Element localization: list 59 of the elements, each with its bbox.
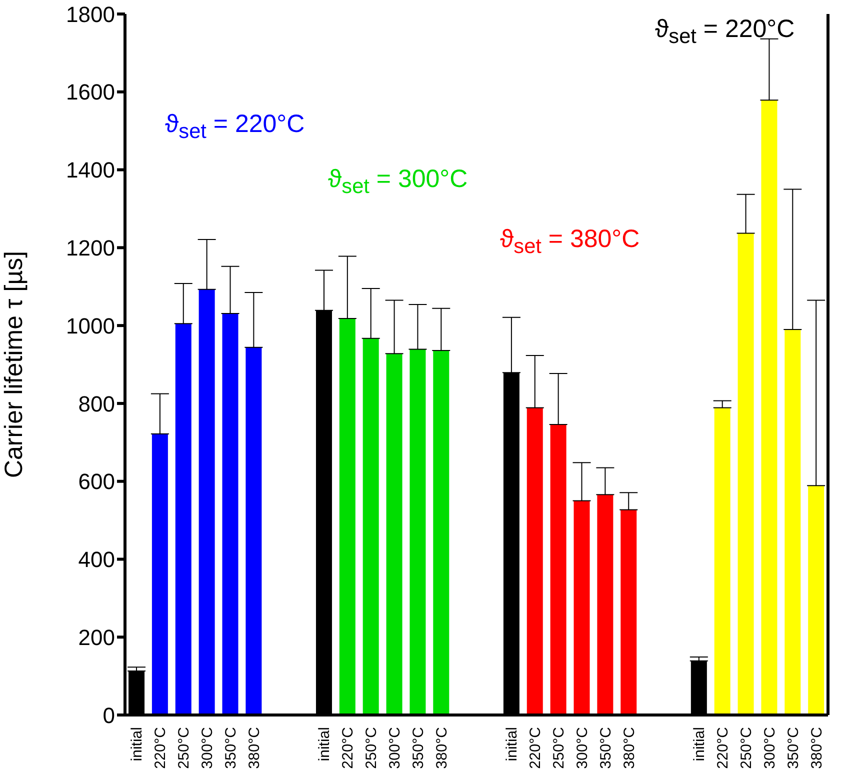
x-tick-label: 380°C <box>620 726 638 769</box>
y-tick-label: 1200 <box>66 235 115 260</box>
x-tick-label: 220°C <box>340 726 357 769</box>
bar <box>550 424 566 715</box>
x-tick-label: 300°C <box>386 726 404 769</box>
bar <box>526 408 543 715</box>
bar <box>738 233 754 715</box>
x-tick-label: 300°C <box>574 726 591 769</box>
x-tick-label: 350°C <box>784 726 802 769</box>
x-tick-label: initial <box>504 727 521 762</box>
bar <box>222 313 238 715</box>
y-axis-title: Carrier lifetime τ [µs] <box>0 250 28 478</box>
bar <box>808 486 824 715</box>
bar <box>152 434 168 715</box>
x-tick-label: initial <box>316 727 334 762</box>
x-tick-label: 220°C <box>152 726 170 769</box>
y-tick-label: 800 <box>78 391 115 416</box>
y-tick-label: 1600 <box>66 80 115 105</box>
bar <box>198 289 215 715</box>
x-tick-label: 300°C <box>761 726 778 769</box>
x-tick-label: 350°C <box>222 726 240 769</box>
bar <box>761 100 778 715</box>
y-tick-label: 200 <box>78 624 115 650</box>
bar <box>246 347 262 715</box>
bar <box>433 350 450 715</box>
bar <box>784 329 801 715</box>
x-tick-label: 350°C <box>597 726 614 769</box>
x-tick-label: 250°C <box>738 726 755 769</box>
bar <box>714 408 730 715</box>
x-tick-label: 220°C <box>527 726 544 769</box>
bar <box>410 349 426 715</box>
y-tick-label: 400 <box>78 547 115 572</box>
annotation: ϑ$_{set}$ = 380°C <box>500 225 640 259</box>
y-tick-label: 1800 <box>66 2 115 27</box>
x-tick-label: initial <box>128 727 146 762</box>
bar <box>620 510 637 715</box>
bar <box>386 354 402 715</box>
x-tick-label: 300°C <box>199 726 216 769</box>
x-tick-label: 380°C <box>433 726 450 769</box>
x-tick-label: 350°C <box>410 726 427 769</box>
annotation: ϑ$_{set}$ = 220°C <box>655 15 795 49</box>
x-tick-label: 380°C <box>246 726 263 769</box>
bar <box>597 494 614 715</box>
y-tick-label: 1000 <box>66 313 115 338</box>
x-tick-label: 250°C <box>176 726 193 769</box>
bar <box>175 324 192 715</box>
annotation: ϑ$_{set}$ = 300°C <box>328 165 468 199</box>
x-tick-label: initial <box>691 727 708 762</box>
x-tick-label: 250°C <box>363 726 380 769</box>
y-tick-label: 600 <box>78 469 115 494</box>
x-tick-label: 250°C <box>550 726 568 769</box>
annotation: ϑ$_{set}$ = 220°C <box>165 110 305 144</box>
y-tick-label: 0 <box>102 702 115 728</box>
x-tick-label: 380°C <box>808 726 826 769</box>
y-tick-label: 1400 <box>66 158 115 183</box>
bar <box>574 500 590 715</box>
x-tick-label: 220°C <box>714 726 732 769</box>
bar <box>362 338 379 715</box>
bar <box>339 318 356 715</box>
